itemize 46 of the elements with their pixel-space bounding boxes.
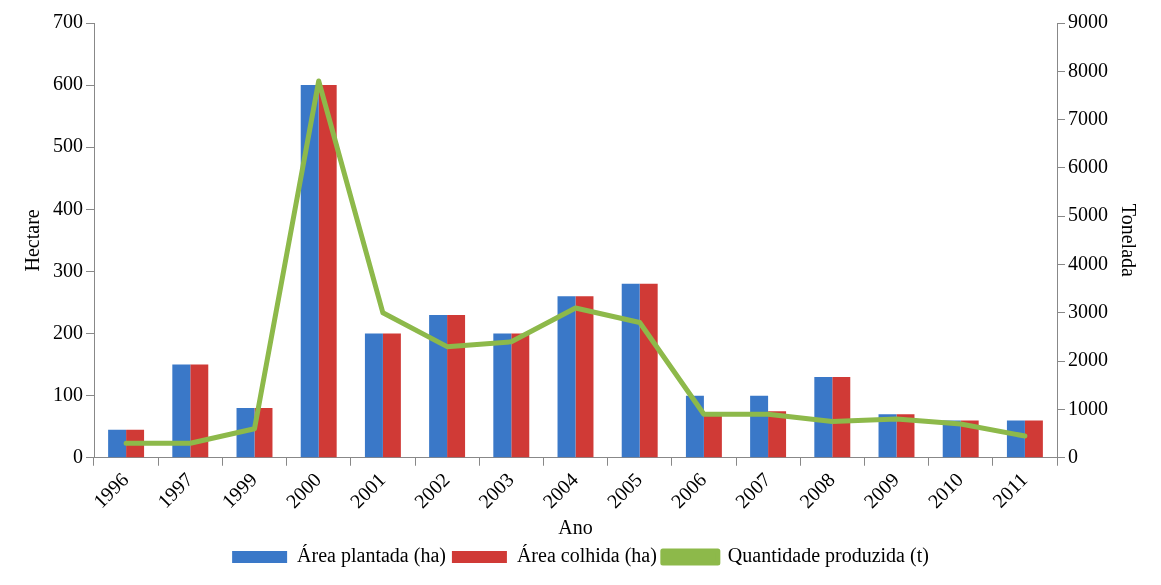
y2-tick-label: 5000 — [1068, 203, 1108, 226]
bar — [832, 377, 851, 458]
bar — [639, 283, 658, 458]
y-axis-title: Hectare — [21, 209, 44, 272]
y-tick-label: 600 — [53, 72, 83, 95]
legend-label: Quantidade produzida (t) — [727, 544, 929, 568]
y-tick-label: 100 — [53, 382, 83, 405]
bar — [364, 333, 383, 458]
bar — [493, 333, 512, 458]
bar — [814, 377, 833, 458]
x-tick-label: 1999 — [217, 468, 262, 513]
y2-tick-label: 6000 — [1068, 155, 1108, 178]
x-tick-label: 2011 — [988, 468, 1032, 512]
y2-tick-label: 4000 — [1068, 251, 1108, 274]
bar — [300, 85, 319, 458]
legend-label: Área colhida (ha) — [516, 544, 657, 568]
bar — [575, 296, 594, 458]
bar — [172, 364, 191, 458]
bar — [703, 414, 722, 458]
bar — [557, 296, 576, 458]
bar — [382, 333, 401, 458]
y2-tick-label: 1000 — [1068, 396, 1108, 419]
y2-tick-label: 7000 — [1068, 106, 1108, 129]
x-axis-title: Ano — [558, 516, 593, 539]
bar — [318, 85, 337, 458]
y-tick-label: 700 — [53, 10, 83, 33]
y2-tick-label: 2000 — [1068, 348, 1108, 371]
bar — [447, 314, 466, 458]
y2-tick-label: 3000 — [1068, 300, 1108, 323]
y2-tick-label: 9000 — [1068, 10, 1108, 33]
bar — [750, 395, 769, 458]
y-tick-label: 500 — [53, 134, 83, 157]
bar — [621, 283, 640, 458]
bar — [511, 333, 530, 458]
y-tick-label: 400 — [53, 196, 83, 219]
bar — [190, 364, 209, 458]
bar — [429, 314, 448, 458]
bar — [1024, 420, 1043, 458]
y-tick-label: 0 — [73, 445, 83, 467]
y-tick-label: 200 — [53, 320, 83, 343]
y2-tick-label: 0 — [1068, 445, 1078, 467]
legend-label: Área plantada (ha) — [297, 544, 446, 568]
y-tick-label: 300 — [53, 258, 83, 281]
y2-tick-label: 8000 — [1068, 58, 1108, 81]
y2-axis-title: Tonelada — [1117, 203, 1140, 277]
bar — [108, 429, 127, 458]
